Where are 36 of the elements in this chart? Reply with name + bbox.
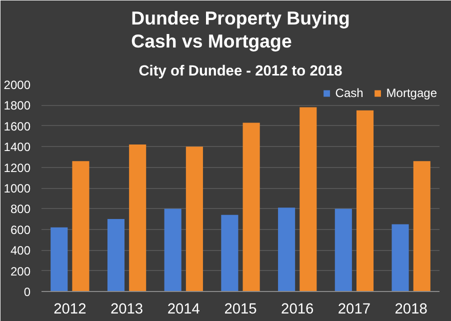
x-tick-label: 2014 xyxy=(167,302,200,318)
bar xyxy=(221,214,238,292)
x-tick-label: 2013 xyxy=(110,302,144,318)
bar xyxy=(356,110,374,292)
y-tick-label: 1200 xyxy=(4,160,31,175)
y-tick-label: 0 xyxy=(24,285,31,299)
y-tick-label: 600 xyxy=(10,222,31,237)
bar xyxy=(413,161,430,292)
x-tick-label: 2016 xyxy=(281,302,314,318)
bar xyxy=(334,208,352,292)
bar xyxy=(164,208,182,292)
legend-label: Cash xyxy=(335,86,364,100)
bar xyxy=(50,227,68,292)
bar xyxy=(186,146,203,292)
chart-title: Dundee Property Buying Cash vs Mortgage xyxy=(131,7,350,52)
y-tick-label: 800 xyxy=(10,202,31,216)
bar xyxy=(300,107,317,292)
bar xyxy=(107,219,125,292)
bar xyxy=(392,224,409,292)
x-tick-label: 2017 xyxy=(338,302,371,318)
legend-label: Mortgage xyxy=(386,86,437,100)
x-tick-label: 2015 xyxy=(224,302,257,318)
y-tick-label: 200 xyxy=(10,264,31,278)
x-tick-label: 2018 xyxy=(394,302,428,318)
y-tick-label: 1600 xyxy=(4,119,31,134)
bar xyxy=(72,161,90,292)
y-tick-label: 400 xyxy=(10,244,31,258)
y-tick-label: 1800 xyxy=(4,98,31,113)
chart-subtitle: City of Dundee - 2012 to 2018 xyxy=(138,64,342,80)
bar xyxy=(278,208,296,292)
y-tick-label: 1000 xyxy=(4,182,31,196)
bar xyxy=(129,144,146,292)
y-tick-label: 2000 xyxy=(4,78,31,92)
y-tick-label: 1400 xyxy=(4,140,31,154)
x-tick-label: 2012 xyxy=(54,302,86,318)
bar xyxy=(242,122,260,292)
